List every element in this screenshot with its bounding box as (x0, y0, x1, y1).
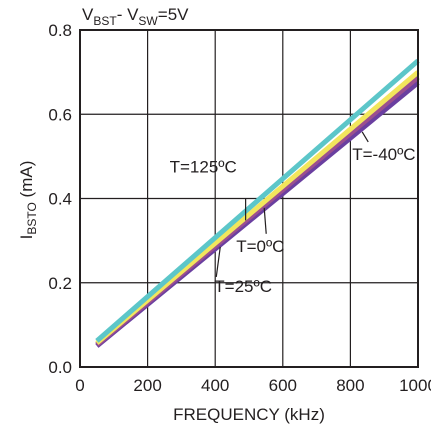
plot-frame (79, 29, 419, 368)
annotation-label: T=-40ºC (352, 145, 415, 164)
x-axis-label: FREQUENCY (kHz) (173, 405, 325, 424)
y-tick-label: 0.6 (48, 105, 72, 124)
x-tick-label: 400 (201, 376, 229, 395)
condition-label: VBST- VSW=5V (82, 5, 189, 28)
annotation-leader (263, 207, 267, 234)
grid-lines (80, 30, 418, 367)
y-axis-label: IBSTO (mA) (17, 161, 39, 240)
y-tick-label: 0.0 (48, 358, 72, 377)
series-lines (95, 58, 420, 348)
annotation-label: T=0ºC (236, 237, 284, 256)
x-tick-label: 0 (75, 376, 84, 395)
annotation-leader (361, 131, 369, 143)
x-tick-label: 800 (336, 376, 364, 395)
series-line-4 (95, 58, 420, 343)
annotation-leader (215, 246, 221, 278)
y-ticks: 0.0 0.2 0.4 0.6 0.8 (48, 21, 72, 377)
series-line-3 (95, 70, 420, 345)
x-tick-label: 600 (269, 376, 297, 395)
y-tick-label: 0.8 (48, 21, 72, 40)
x-tick-label: 200 (133, 376, 161, 395)
annotation-label: T=25ºC (214, 277, 272, 296)
y-tick-label: 0.2 (48, 274, 72, 293)
y-tick-label: 0.4 (48, 190, 72, 209)
annotations: T=125ºC T=-40ºC T=0ºC T=25ºC (170, 131, 416, 296)
annotation-label: T=125ºC (170, 157, 237, 176)
